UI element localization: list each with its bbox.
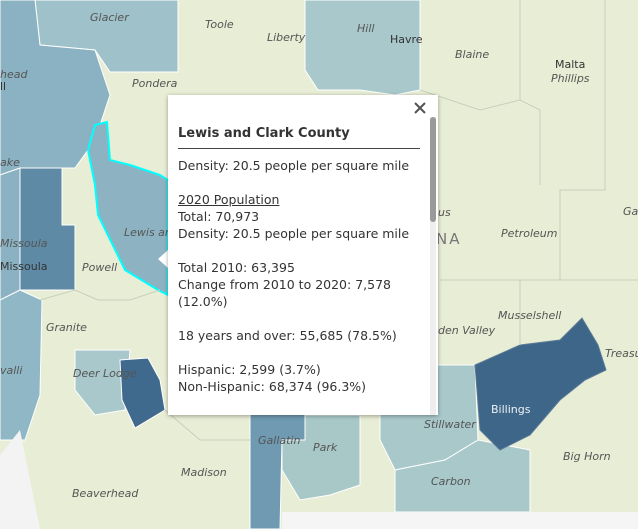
county <box>474 317 607 451</box>
scrollbar-thumb[interactable] <box>430 117 436 222</box>
map-label: den Valley <box>438 324 496 337</box>
map-label: head <box>0 68 28 81</box>
close-button[interactable] <box>414 102 426 114</box>
popup-line: Non-Hispanic: 68,374 (96.3%) <box>178 379 367 394</box>
popup-line: 18 years and over: 55,685 (78.5%) <box>178 328 397 343</box>
map-label: ake <box>0 156 20 169</box>
spacer <box>178 344 420 361</box>
popup-summary: Density: 20.5 people per square mile <box>178 158 410 173</box>
map-label: Madison <box>181 466 227 479</box>
popup-line: Total 2010: 63,395 <box>178 260 295 275</box>
map-label: Ga <box>623 205 638 218</box>
map-label: Hill <box>357 22 374 35</box>
close-icon <box>414 102 426 114</box>
scrollbar[interactable] <box>430 117 436 415</box>
map-label: Lewis an <box>124 226 172 239</box>
popup-line: Total: 70,973 <box>178 209 260 224</box>
boundary <box>39 289 161 301</box>
boundary <box>419 89 521 111</box>
popup-content: Lewis and Clark County Density: 20.5 peo… <box>168 95 438 415</box>
popup-pointer <box>158 250 168 268</box>
map-label: Powell <box>82 261 117 274</box>
outside-area <box>0 430 40 529</box>
popup-line: Density: 20.5 people per square mile <box>178 226 410 241</box>
map-label: Malta <box>555 58 585 71</box>
map-label: Liberty <box>267 31 306 44</box>
map-label: Phillips <box>551 72 590 85</box>
spacer <box>178 174 420 191</box>
popup-line: Change from 2010 to 2020: 7,578 (12.0%) <box>178 277 391 309</box>
map-label: ll <box>0 80 6 93</box>
popup: Lewis and Clark County Density: 20.5 peo… <box>168 95 438 415</box>
map-label: Beaverhead <box>72 487 139 500</box>
map-label: Havre <box>390 33 423 46</box>
map-label: Park <box>313 441 338 454</box>
map-label: Glacier <box>90 11 130 24</box>
county <box>74 349 131 416</box>
spacer <box>178 242 420 259</box>
map-label: Deer Lodge <box>73 367 137 380</box>
popup-line: Hispanic: 2,599 (3.7%) <box>178 362 321 377</box>
map-label: Missoula <box>0 260 48 273</box>
boundary <box>519 0 541 185</box>
map-label: Treasu <box>605 347 638 360</box>
map-label: valli <box>0 364 22 377</box>
map-label: Billings <box>491 403 531 416</box>
outside-area <box>282 512 638 529</box>
map-label: Blaine <box>455 48 489 61</box>
map-label: NA <box>436 230 461 248</box>
map-label: Petroleum <box>501 227 557 240</box>
map-label: us <box>438 206 451 219</box>
county <box>0 167 21 301</box>
popup-title: Lewis and Clark County <box>178 125 420 149</box>
county <box>0 289 43 441</box>
county <box>304 0 421 96</box>
section-heading: 2020 Population <box>178 192 280 207</box>
boundary <box>559 0 606 280</box>
map-label: Pondera <box>132 77 178 90</box>
map-label: Big Horn <box>563 450 611 463</box>
county <box>281 414 361 501</box>
map-label: Gallatin <box>258 434 300 447</box>
map-label: Carbon <box>431 475 471 488</box>
spacer <box>178 395 420 412</box>
map-label: Toole <box>205 18 234 31</box>
spacer <box>178 310 420 327</box>
map-label: Granite <box>46 321 87 334</box>
popup-lines: Total: 70,973 Density: 20.5 people per sq… <box>178 208 420 415</box>
map-label: Missoula <box>0 237 48 250</box>
map-label: Musselshell <box>498 309 561 322</box>
map-label: Stillwater <box>424 418 477 431</box>
boundary <box>164 409 250 441</box>
popup-line: Single Race Pop <box>178 412 420 415</box>
